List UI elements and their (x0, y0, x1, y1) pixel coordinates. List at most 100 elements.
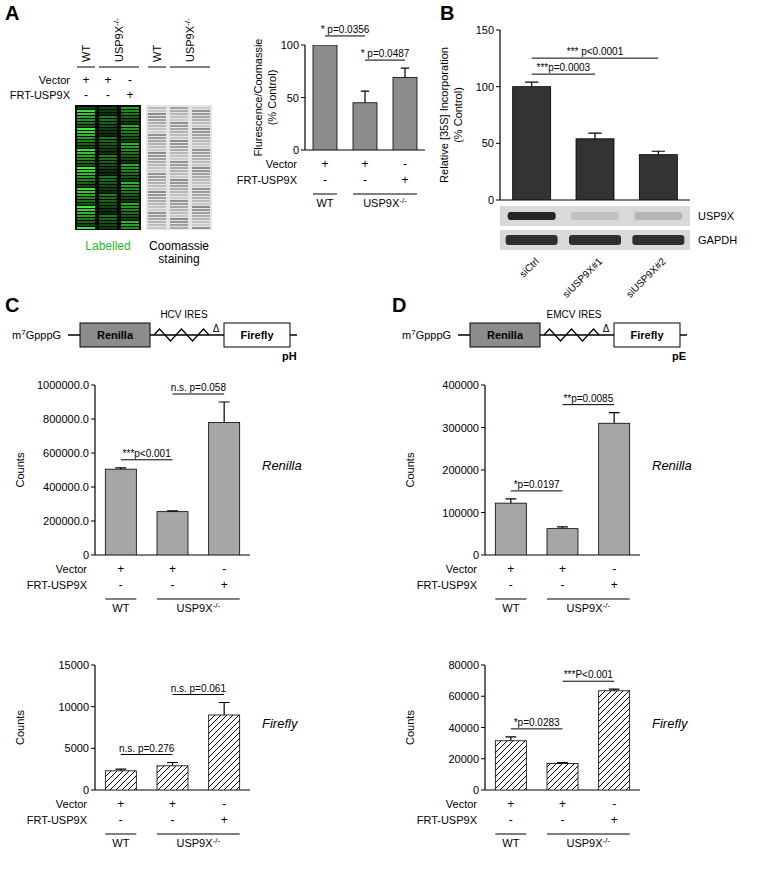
gel-row-mark: - (106, 88, 110, 102)
gel-band (192, 113, 210, 115)
gel-band (148, 170, 166, 172)
gel-band (77, 203, 95, 205)
gel-band (99, 116, 117, 118)
gel-band (170, 110, 188, 112)
gel-band (170, 224, 188, 226)
gel-band (170, 107, 188, 109)
gel-band (99, 128, 117, 130)
gel-band (192, 218, 210, 220)
text-span: GpppG (26, 329, 61, 341)
group-label: WT (502, 602, 519, 614)
panel-letter: A (5, 2, 19, 24)
gel-band (99, 179, 117, 181)
gel-band (148, 167, 166, 169)
series-label: Renilla (652, 458, 692, 473)
series-label: Renilla (262, 458, 302, 473)
text-span: WT (502, 602, 519, 614)
tick-label: 40000 (448, 722, 479, 734)
gel-band (192, 182, 210, 184)
blot-label: GAPDH (698, 234, 737, 246)
gel-band (170, 155, 188, 157)
gel-band (170, 143, 188, 145)
gel-band (99, 122, 117, 124)
gel-band (121, 158, 139, 160)
gel-band (148, 188, 166, 190)
gel-band (77, 179, 95, 181)
error-bar (652, 151, 665, 154)
firefly-box (224, 323, 290, 347)
gel-band (99, 221, 117, 223)
gel-band (99, 209, 117, 211)
gel-band (192, 200, 210, 202)
tick-label: 200000 (442, 464, 479, 476)
gel-band (121, 152, 139, 154)
condition-mark: + (611, 578, 618, 592)
condition-mark: - (363, 173, 367, 187)
condition-mark: + (321, 157, 328, 171)
gel-band (148, 203, 166, 205)
gel-background (75, 105, 141, 230)
gel-band (121, 149, 139, 151)
group-line (105, 834, 136, 835)
significance-text: n.s. p=0.058 (171, 382, 227, 393)
group-line (495, 834, 526, 835)
plot-marks (495, 689, 629, 790)
gel-band (192, 185, 210, 187)
condition-mark: - (171, 813, 175, 827)
error-bar (167, 763, 178, 766)
condition-mark: - (612, 562, 616, 576)
gel-band (121, 212, 139, 214)
gel-band (77, 155, 95, 157)
gel-band (192, 125, 210, 127)
gel-band (192, 140, 210, 142)
text-span: USP9X (184, 25, 196, 62)
tick-label: 50 (287, 92, 299, 104)
significance-text: ***p<0.001 (123, 448, 172, 459)
group-label: USP9X-/- (177, 601, 221, 614)
gel-band (77, 125, 95, 127)
gel-band (170, 221, 188, 223)
gel-band (77, 128, 95, 130)
group-label: USP9X-/- (567, 836, 611, 849)
gel-band (121, 146, 139, 148)
error-bar (115, 468, 126, 469)
gel-band (192, 227, 210, 229)
tick (481, 555, 485, 556)
tick (496, 86, 500, 87)
gel-band (148, 122, 166, 124)
gel-band (170, 167, 188, 169)
condition-label: FRT-USP9X (27, 579, 88, 591)
group-label: WT (316, 197, 333, 209)
gel-row-mark: - (84, 88, 88, 102)
bar (157, 512, 188, 555)
gel-band (170, 113, 188, 115)
tick (481, 427, 485, 428)
gel-band (77, 149, 95, 151)
panel-letter: D (392, 294, 406, 316)
error-bar (609, 413, 620, 424)
gel-band (148, 116, 166, 118)
gel-band (148, 149, 166, 151)
axis-label: Counts (14, 452, 26, 487)
text-span: -/- (603, 601, 611, 610)
plot-marks (495, 413, 629, 555)
condition-mark: - (509, 813, 513, 827)
tick-label: 0 (83, 784, 89, 796)
gel-band (192, 110, 210, 112)
gel-band (148, 155, 166, 157)
gel-band (170, 209, 188, 211)
gel-band (170, 161, 188, 163)
gel-band (77, 200, 95, 202)
condition-mark: + (117, 797, 124, 811)
gel-band (99, 203, 117, 205)
error-bar (505, 499, 516, 503)
tick (301, 150, 305, 151)
gel-band (170, 197, 188, 199)
gel-band (99, 215, 117, 217)
gel-row-mark: + (82, 73, 89, 87)
gel-band (77, 158, 95, 160)
figure: 050100Flurescence/Coomassie(% Control)* … (0, 0, 782, 879)
significance-line (365, 60, 405, 61)
gel-band (121, 143, 139, 145)
gel-band (99, 218, 117, 220)
